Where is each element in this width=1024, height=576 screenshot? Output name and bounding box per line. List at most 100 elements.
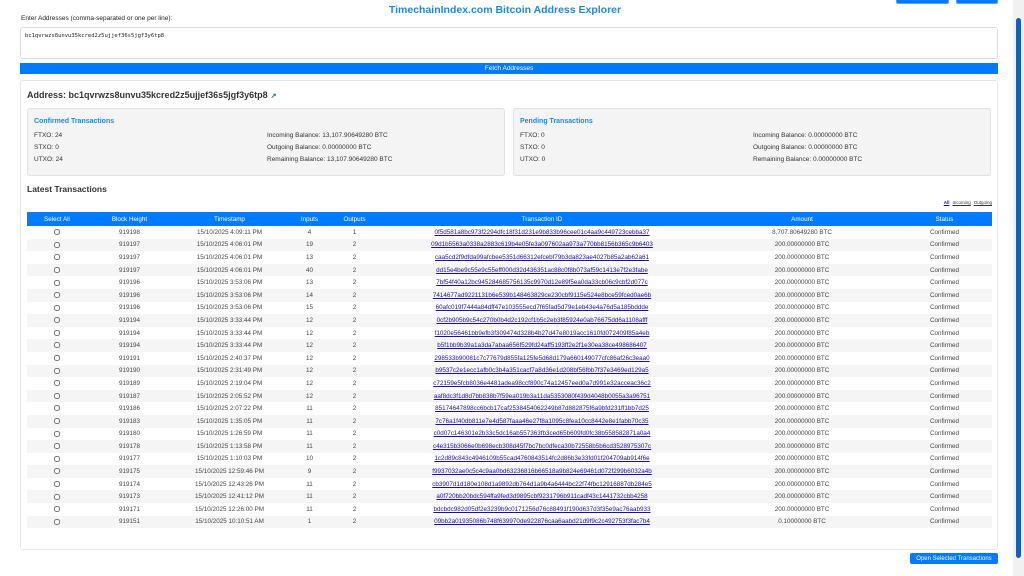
row-checkbox[interactable] [54, 506, 60, 513]
inputs-cell: 19 [287, 238, 332, 252]
transaction-link[interactable]: 7c76a1f40db811e7e4d587faaa46e27f8a1095c8… [435, 417, 649, 425]
transaction-link[interactable]: 09d1b5563a0338a2883c619b4e05fe3a097602aa… [431, 241, 653, 249]
row-checkbox[interactable] [54, 455, 60, 462]
transaction-link[interactable]: 7bf54f40a12bc945284685756135c9970d12e89f… [436, 279, 648, 287]
top-action-button-1[interactable] [896, 0, 949, 4]
timestamp-cell: 15/10/2025 1:10:03 PM [196, 455, 263, 463]
transaction-filters: All Incoming Outgoing [941, 200, 992, 205]
amount-cell: 200.00000000 BTC [707, 440, 897, 453]
row-checkbox[interactable] [54, 493, 60, 500]
row-checkbox[interactable] [54, 443, 60, 450]
outputs-cell: 2 [352, 354, 357, 362]
row-checkbox[interactable] [54, 355, 60, 362]
select-cell [27, 490, 87, 504]
fetch-addresses-button[interactable]: Fetch Addresses [20, 63, 998, 74]
filter-incoming[interactable]: Incoming [952, 200, 971, 205]
outputs-cell: 2 [352, 480, 357, 488]
transaction-link[interactable]: aaf8dc3f1d8d7bb838b7f59ea019b3a11da53530… [433, 392, 651, 400]
transaction-link[interactable]: 0f5d581a8bc973f2294dfc18f31d231e9b833b96… [434, 228, 650, 236]
row-checkbox[interactable] [54, 518, 60, 525]
transaction-link[interactable]: f1020e56461bb9efb3f309474d328b4b27d47e80… [434, 329, 650, 337]
top-action-button-2[interactable] [956, 0, 998, 4]
pending-title: Pending Transactions [520, 118, 593, 125]
transaction-id-cell: dd15e4be9c55e9c55eff000d32d436351ac88c0f… [377, 263, 707, 277]
transaction-link[interactable]: 1c2d89c843c4946109b55cad4760843514fc2d86… [434, 455, 650, 463]
status-cell: Confirmed [897, 414, 992, 428]
row-checkbox[interactable] [54, 229, 60, 236]
amount-cell: 200.00000000 BTC [774, 279, 830, 287]
transaction-link[interactable]: b5f1bb9b39a1a3da7abaa656f529fd24aff5193f… [437, 342, 647, 350]
block-height-cell: 919197 [87, 263, 172, 277]
table-row: 919197 15/10/2025 4:06:01 PM 40 2 dd15e4be9c… [27, 263, 992, 277]
block-height-cell: 919180 [118, 430, 140, 438]
row-checkbox[interactable] [54, 317, 60, 324]
scrollbar-thumb[interactable] [1016, 18, 1021, 558]
row-checkbox[interactable] [54, 392, 60, 399]
row-checkbox[interactable] [54, 342, 60, 349]
status-cell: Confirmed [929, 253, 960, 261]
row-checkbox[interactable] [54, 367, 60, 374]
transaction-link[interactable]: c4e315b3066e0b698ecb308d45f7bc7bc0dfeca3… [432, 442, 652, 450]
transaction-link[interactable]: 09bb2a01935086b748f639970de922876caa6aab… [434, 518, 650, 526]
row-checkbox[interactable] [54, 430, 60, 437]
select-cell [27, 402, 87, 415]
row-checkbox[interactable] [54, 304, 60, 311]
transaction-link[interactable]: dd15e4be9c55e9c55eff000d32d436351ac88c0f… [436, 266, 648, 274]
filter-all[interactable]: All [943, 200, 950, 205]
confirmed-utxo: UTXO: 24 [34, 156, 63, 163]
transaction-link[interactable]: f9937032ae0c5c4c9aa0bd63236816b66518a9b8… [432, 468, 652, 476]
header-select-all[interactable]: Select All [27, 212, 87, 226]
transaction-link[interactable]: c72159e5fcb8036e4481adea98ccf890c74a1245… [433, 379, 651, 387]
external-link-icon[interactable]: ↗ [270, 93, 277, 100]
row-checkbox[interactable] [54, 405, 60, 412]
transaction-link[interactable]: 85174647898cc6bcb17caf2538454062249b87d8… [435, 405, 649, 413]
row-checkbox[interactable] [54, 292, 60, 299]
block-height-cell: 919175 [87, 465, 172, 478]
timestamp-cell: 15/10/2025 3:53:06 PM [172, 288, 287, 302]
transaction-link[interactable]: cb3907d1d180e108d1a9892db764d1a9b4a6444b… [432, 480, 652, 488]
filter-outgoing[interactable]: Outgoing [973, 200, 992, 205]
transaction-link[interactable]: 298533b90081c7c77679d855fa125fe5d68d179a… [434, 354, 650, 362]
transaction-link[interactable]: 7414677ad9221131b6e539b148463829ce230cbf… [432, 291, 652, 299]
block-height-cell: 919197 [118, 253, 140, 261]
block-height-cell: 919194 [87, 339, 172, 352]
row-checkbox[interactable] [54, 481, 60, 487]
amount-cell: 200.00000000 BTC [707, 263, 897, 277]
transaction-link[interactable]: caa5cd2f9dfda99afcbee5351d66312efcebf79b… [435, 253, 649, 261]
confirmed-ftxo: FTXO: 24 [34, 132, 63, 139]
transaction-link[interactable]: bdcbdc982d05df2e3239b9c0171256d76c88491f… [433, 505, 651, 513]
row-checkbox[interactable] [54, 418, 60, 425]
row-checkbox[interactable] [54, 380, 60, 387]
status-cell: Confirmed [897, 440, 992, 453]
amount-cell: 200.00000000 BTC [774, 354, 830, 362]
amount-cell: 0.10000000 BTC [707, 515, 897, 529]
row-checkbox[interactable] [54, 254, 60, 261]
outputs-cell: 2 [332, 465, 377, 478]
transaction-id-cell: 60afc019f7444a84dff47e103555ecd7f65fad5d… [377, 302, 707, 315]
row-checkbox[interactable] [54, 468, 60, 475]
outputs-cell: 2 [332, 339, 377, 352]
page-scrollbar[interactable] [1013, 0, 1024, 576]
row-checkbox[interactable] [54, 241, 60, 248]
addresses-input[interactable]: bc1qvrwzs8unvu35kcred2z5ujjef36s5jgf3y6t… [20, 27, 998, 59]
select-cell [27, 263, 87, 277]
pending-stxo: STXO: 0 [520, 144, 545, 151]
transaction-link[interactable]: b9537c2e1ecc1afb0c3b4a351cacf7a8d36e1d20… [435, 367, 649, 375]
transaction-link[interactable]: c0d07c146301e2b33c5dc16ab557363fb3ced65b… [433, 430, 651, 438]
pending-outgoing: Outgoing Balance: 0.00000000 BTC [753, 144, 858, 151]
amount-cell: 200.00000000 BTC [774, 480, 830, 488]
row-checkbox[interactable] [54, 266, 60, 273]
row-checkbox[interactable] [54, 279, 60, 286]
transaction-link[interactable]: a0f720bb20bdc594ffa9fed3d9895cbf9231796b… [436, 493, 648, 501]
pending-incoming: Incoming Balance: 0.00000000 BTC [753, 132, 858, 139]
select-cell [27, 377, 87, 390]
transaction-id-cell: 09d1b5563a0338a2883c619b4e05fe3a097602aa… [377, 238, 707, 252]
outputs-cell: 2 [332, 238, 377, 252]
outputs-cell: 2 [332, 314, 377, 327]
transaction-link[interactable]: 60afc019f7444a84dff47e103555ecd7f65fad5d… [435, 304, 649, 312]
transaction-link[interactable]: 0cf2b905b9c54c270b0b4d2c192cf1b5c2eb3f85… [436, 316, 648, 324]
open-selected-transactions-button[interactable]: Open Selected Transactions [910, 553, 998, 564]
amount-cell: 200.00000000 BTC [774, 304, 830, 312]
row-checkbox[interactable] [54, 329, 60, 336]
status-cell: Confirmed [929, 304, 960, 312]
